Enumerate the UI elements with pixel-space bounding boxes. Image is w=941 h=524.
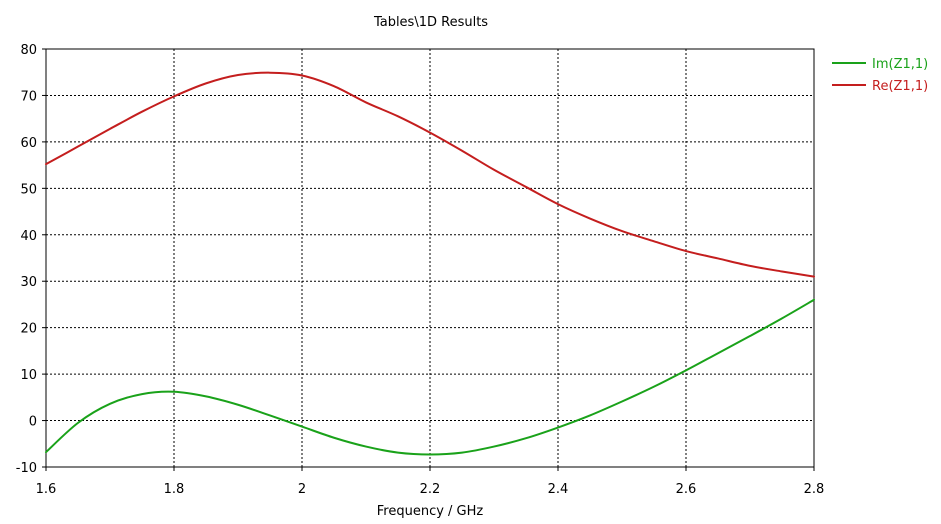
legend-label: Im(Z1,1) — [872, 57, 928, 72]
y-tick-label: 30 — [20, 275, 37, 290]
x-tick-label: 1.6 — [36, 482, 57, 497]
series-line-1 — [45, 71, 815, 278]
y-tick-label: 0 — [29, 415, 37, 430]
y-tick-label: 80 — [20, 43, 37, 58]
x-axis-ticks: 1.6 1.8 2 2.2 2.4 2.6 2.8 — [36, 467, 825, 497]
x-tick-label: 2.2 — [420, 482, 441, 497]
y-tick-label: 40 — [20, 229, 37, 244]
x-tick-label: 2.4 — [548, 482, 569, 497]
y-axis-ticks: -10 0 10 20 30 40 50 60 70 80 — [16, 43, 46, 476]
legend-label: Re(Z1,1) — [872, 79, 928, 94]
y-tick-label: 50 — [20, 182, 37, 197]
x-axis-label: Frequency / GHz — [377, 504, 484, 519]
y-tick-label: 60 — [20, 136, 37, 151]
x-tick-label: 2.6 — [676, 482, 697, 497]
y-tick-label: 20 — [20, 322, 37, 337]
y-tick-label: 70 — [20, 89, 37, 104]
y-tick-label: 10 — [20, 368, 37, 383]
x-tick-label: 2.8 — [804, 482, 825, 497]
x-tick-label: 1.8 — [164, 482, 185, 497]
legend: Im(Z1,1) Re(Z1,1) — [832, 57, 928, 94]
chart-title: Tables\1D Results — [373, 15, 488, 30]
grid — [46, 49, 814, 467]
series-line-0 — [45, 298, 815, 456]
x-tick-label: 2 — [298, 482, 306, 497]
y-tick-label: -10 — [16, 461, 37, 476]
series-lines — [45, 71, 815, 456]
